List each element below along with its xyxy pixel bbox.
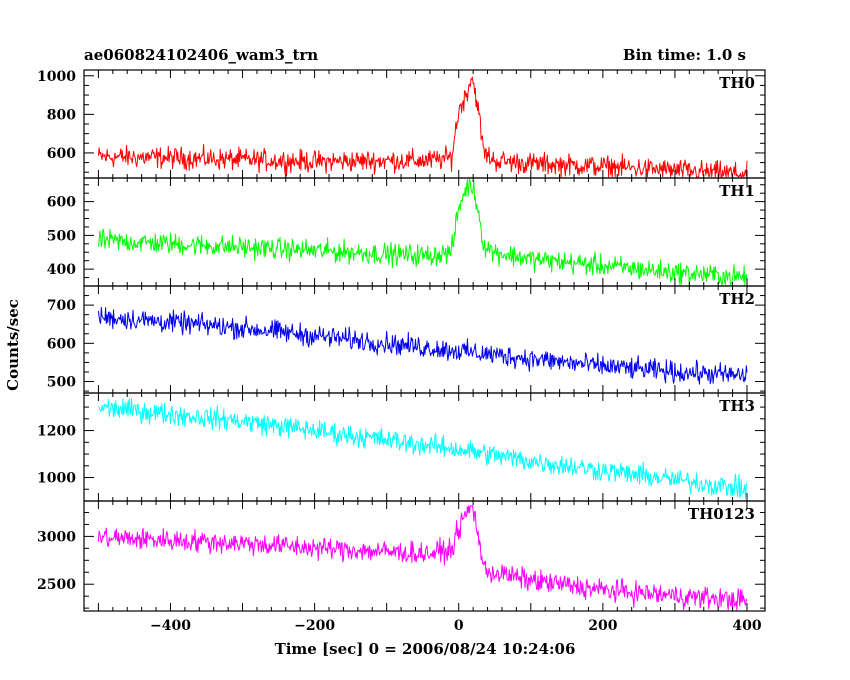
y-tick-label-th2-600: 600 (47, 336, 76, 352)
panel-label-th2: TH2 (719, 290, 755, 308)
x-tick-label-4: 400 (732, 618, 761, 634)
x-tick-label-3: 200 (588, 618, 617, 634)
y-tick-label-th1-500: 500 (47, 228, 76, 244)
y-tick-label-th2-500: 500 (47, 375, 76, 391)
panel-frame-th2 (83, 285, 766, 394)
panels-group: TH0 600 800 1000 TH1 400 500 600 TH2 500 600 700 TH3… (37, 69, 766, 634)
panel-label-th1: TH1 (719, 182, 755, 200)
y-tick-label-th1-400: 400 (47, 262, 76, 278)
panel-th2: TH2 500 600 700 (47, 285, 766, 394)
y-tick-label-th0123-2500: 2500 (37, 577, 76, 593)
panel-th0123: TH0123 2500 3000 (37, 500, 766, 612)
panel-th0: TH0 600 800 1000 (37, 69, 766, 179)
x-axis-label: Time [sec] 0 = 2006/08/24 10:24:06 (275, 640, 576, 658)
x-tick-label-0: −400 (150, 618, 191, 634)
panel-th1: TH1 400 500 600 (47, 177, 766, 287)
series-line-th0 (97, 76, 748, 178)
y-axis-label: Counts/sec (4, 299, 22, 391)
x-tick-label-1: −200 (294, 618, 335, 634)
chart-title-left: ae060824102406_wam3_trn (84, 46, 318, 64)
panel-label-th3: TH3 (719, 397, 755, 415)
panel-frame-th0123 (83, 500, 766, 612)
y-tick-label-th1-600: 600 (47, 195, 76, 211)
series-line-th3 (98, 398, 747, 499)
panel-label-th0: TH0 (719, 74, 755, 92)
series-line-th0123 (97, 504, 748, 611)
panel-frame-th1 (83, 177, 766, 287)
series-line-th2 (97, 306, 748, 385)
panel-th3: TH3 1000 1200 (37, 392, 766, 502)
y-tick-label-th2-700: 700 (47, 298, 76, 314)
y-tick-label-th0-800: 800 (47, 107, 76, 123)
y-tick-label-th0-1000: 1000 (37, 69, 76, 85)
x-tick-label-2: 0 (454, 618, 464, 634)
y-tick-label-th3-1200: 1200 (37, 424, 76, 440)
panel-label-th0123: TH0123 (688, 505, 755, 523)
y-tick-label-th0-600: 600 (47, 146, 76, 162)
chart-title-right: Bin time: 1.0 s (623, 46, 746, 64)
y-tick-label-th0123-3000: 3000 (37, 529, 76, 545)
y-tick-label-th3-1000: 1000 (37, 471, 76, 487)
series-line-th1 (97, 178, 748, 286)
